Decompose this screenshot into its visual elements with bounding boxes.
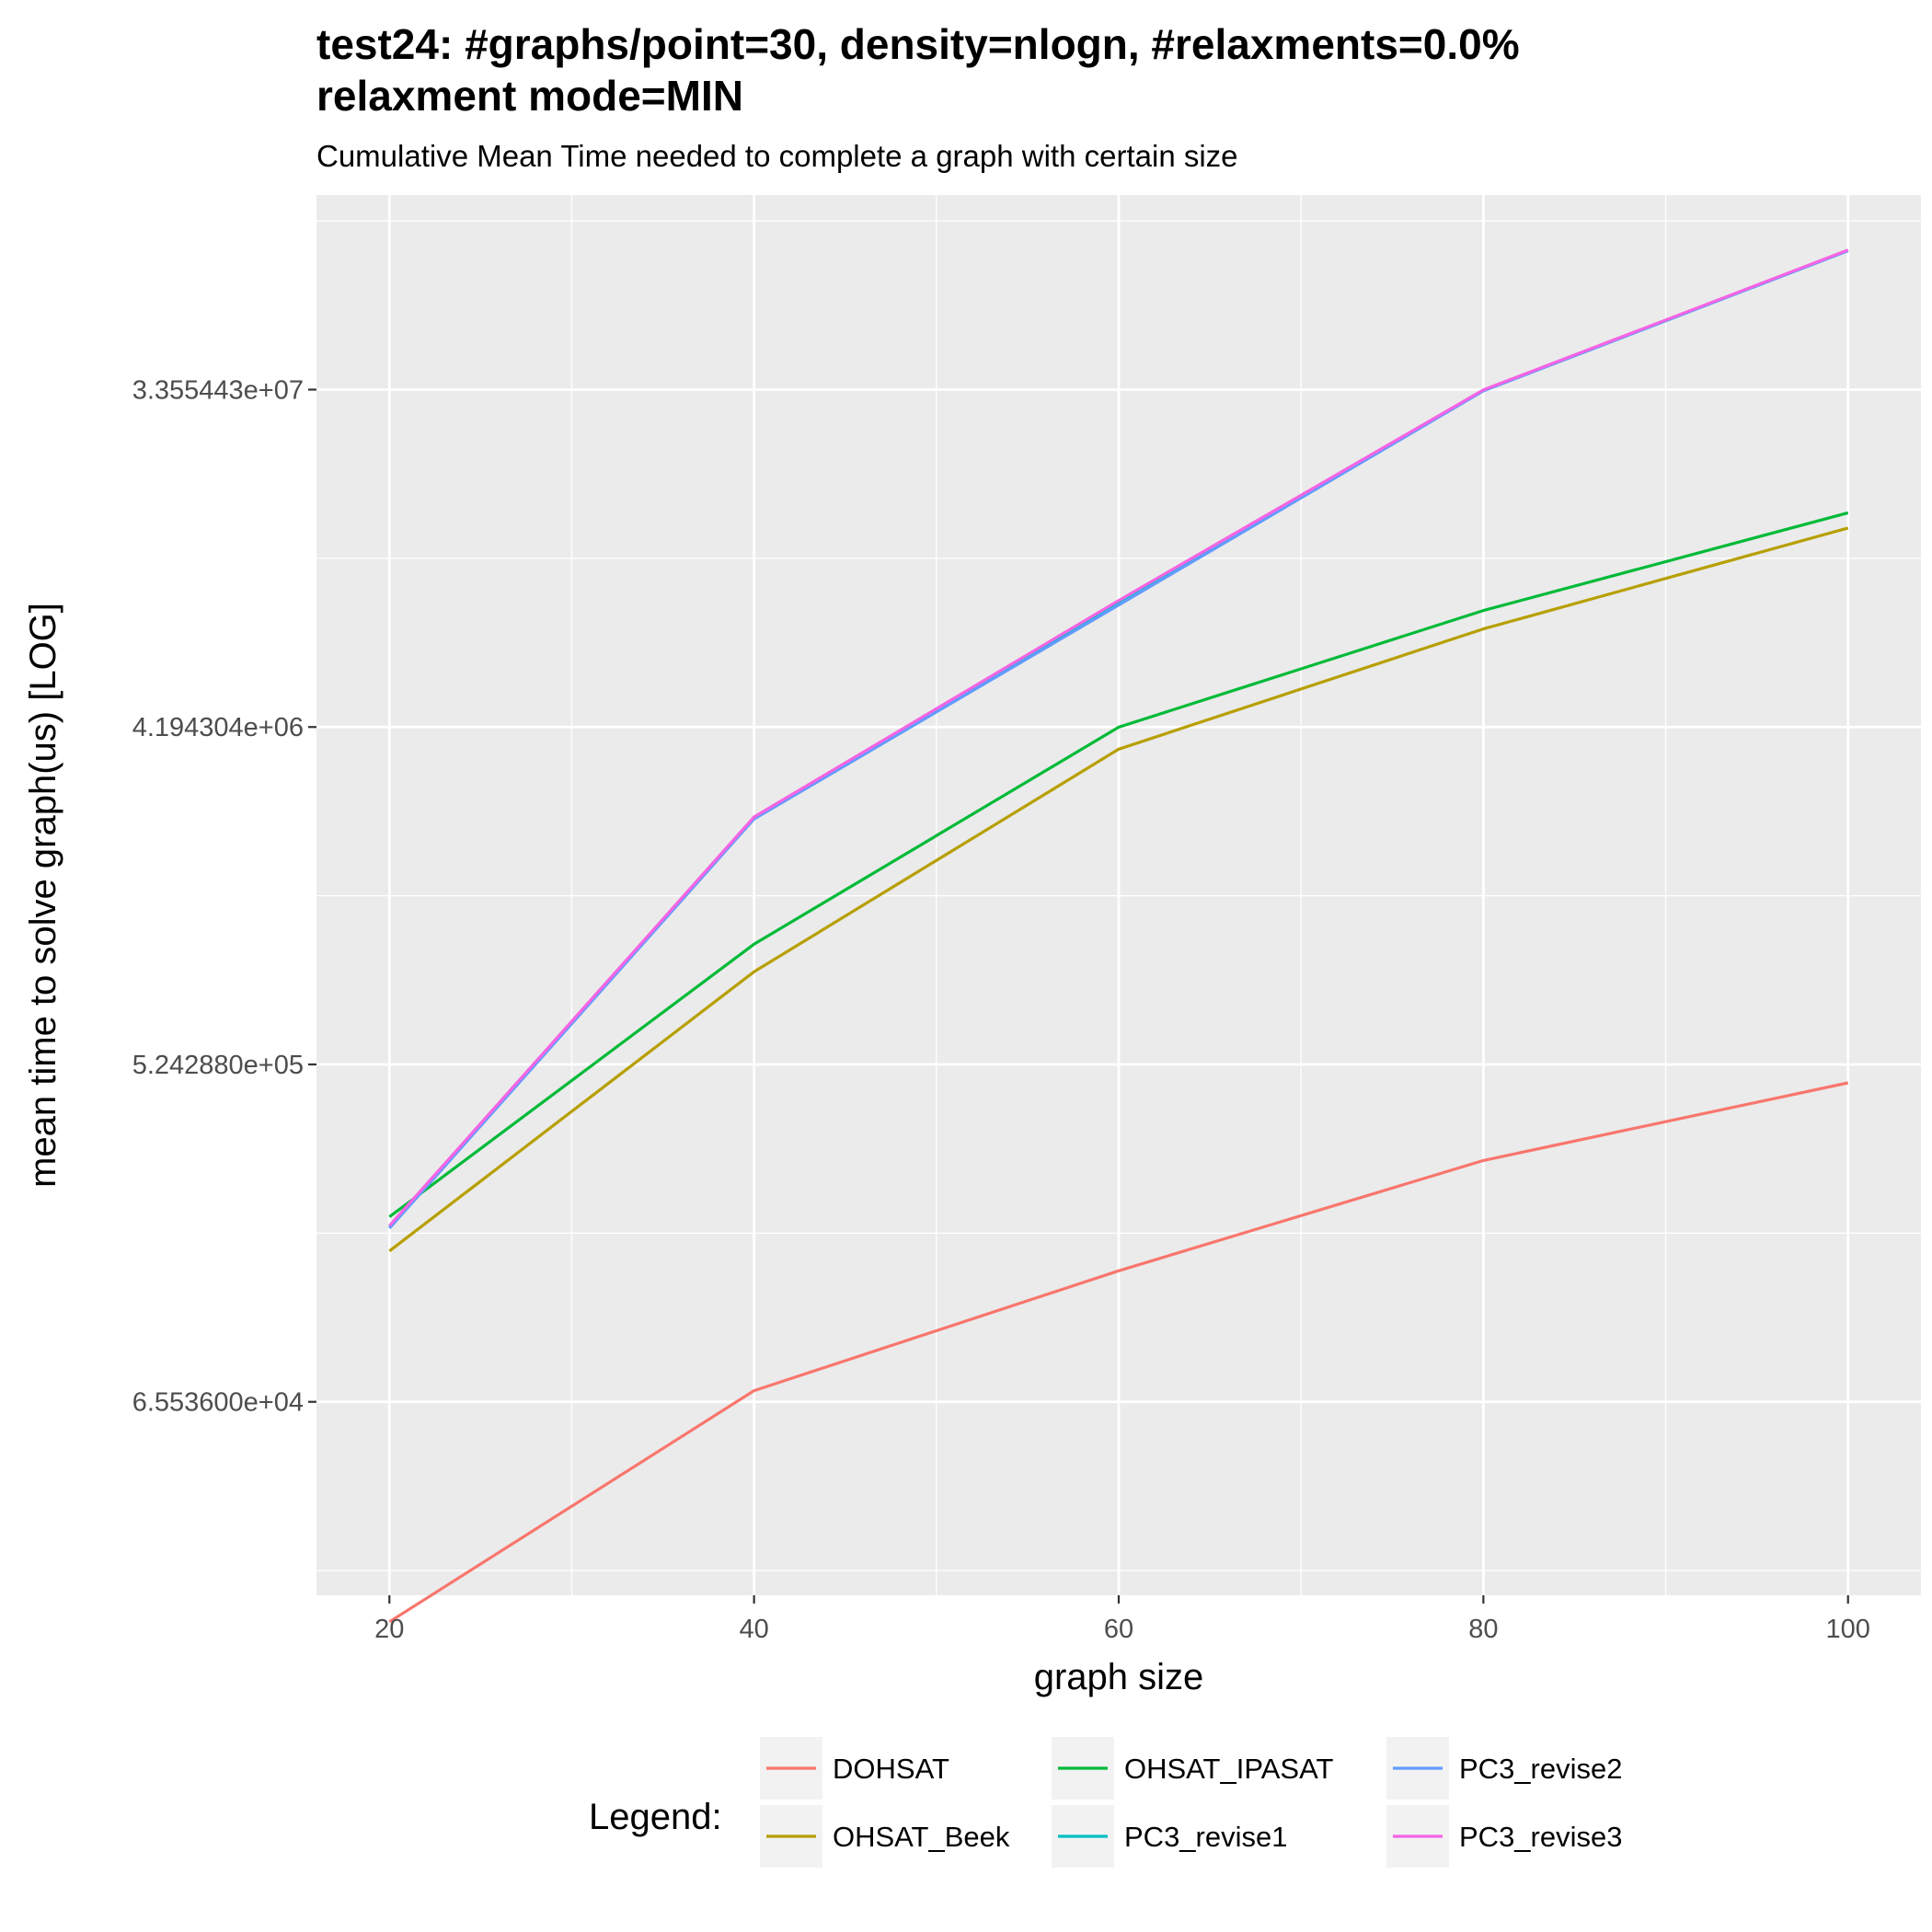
x-tick-label: 60 [1104, 1615, 1133, 1644]
chart-subtitle: Cumulative Mean Time needed to complete … [316, 139, 1238, 173]
y-axis: 6.553600e+04 5.242880e+05 4.194304e+06 3.35… [132, 375, 316, 1418]
series-lines [388, 248, 1849, 1624]
y-tick-label: 6.553600e+04 [132, 1388, 304, 1418]
series-line-dohsat [388, 1081, 1849, 1624]
grid [316, 195, 1921, 1595]
x-tick-label: 100 [1826, 1615, 1870, 1644]
x-axis-label: graph size [1034, 1657, 1204, 1697]
legend-title: Legend: [589, 1797, 722, 1837]
chart-title-line2: relaxment mode=MIN [316, 72, 743, 120]
x-tick-label: 20 [374, 1615, 404, 1644]
legend-label-pc3-revise3: PC3_revise3 [1459, 1821, 1622, 1853]
legend-label-ohsat-beek: OHSAT_Beek [833, 1821, 1010, 1853]
legend-label-ohsat-ipasat: OHSAT_IPASAT [1124, 1753, 1333, 1785]
y-tick-label: 3.355443e+07 [132, 375, 304, 405]
y-tick-label: 5.242880e+05 [132, 1051, 304, 1080]
legend-label-pc3-revise1: PC3_revise1 [1124, 1821, 1287, 1853]
series-line-pc3-revise3 [388, 248, 1849, 1227]
x-tick-label: 40 [740, 1615, 769, 1644]
chart-title-line1: test24: #graphs/point=30, density=nlogn,… [316, 20, 1520, 68]
series-line-ohsat-beek [388, 526, 1849, 1253]
x-tick-label: 80 [1468, 1615, 1498, 1644]
legend-label-dohsat: DOHSAT [833, 1753, 949, 1785]
x-axis: 20 40 60 80 100 [374, 1595, 1870, 1644]
y-tick-label: 4.194304e+06 [132, 713, 304, 742]
legend: DOHSAT OHSAT_Beek OHSAT_IPASAT PC3_revise1 P… [760, 1737, 1622, 1868]
y-axis-label: mean time to solve graph(us) [LOG] [23, 603, 63, 1188]
series-line-ohsat-ipasat [388, 511, 1849, 1218]
legend-label-pc3-revise2: PC3_revise2 [1459, 1753, 1622, 1785]
